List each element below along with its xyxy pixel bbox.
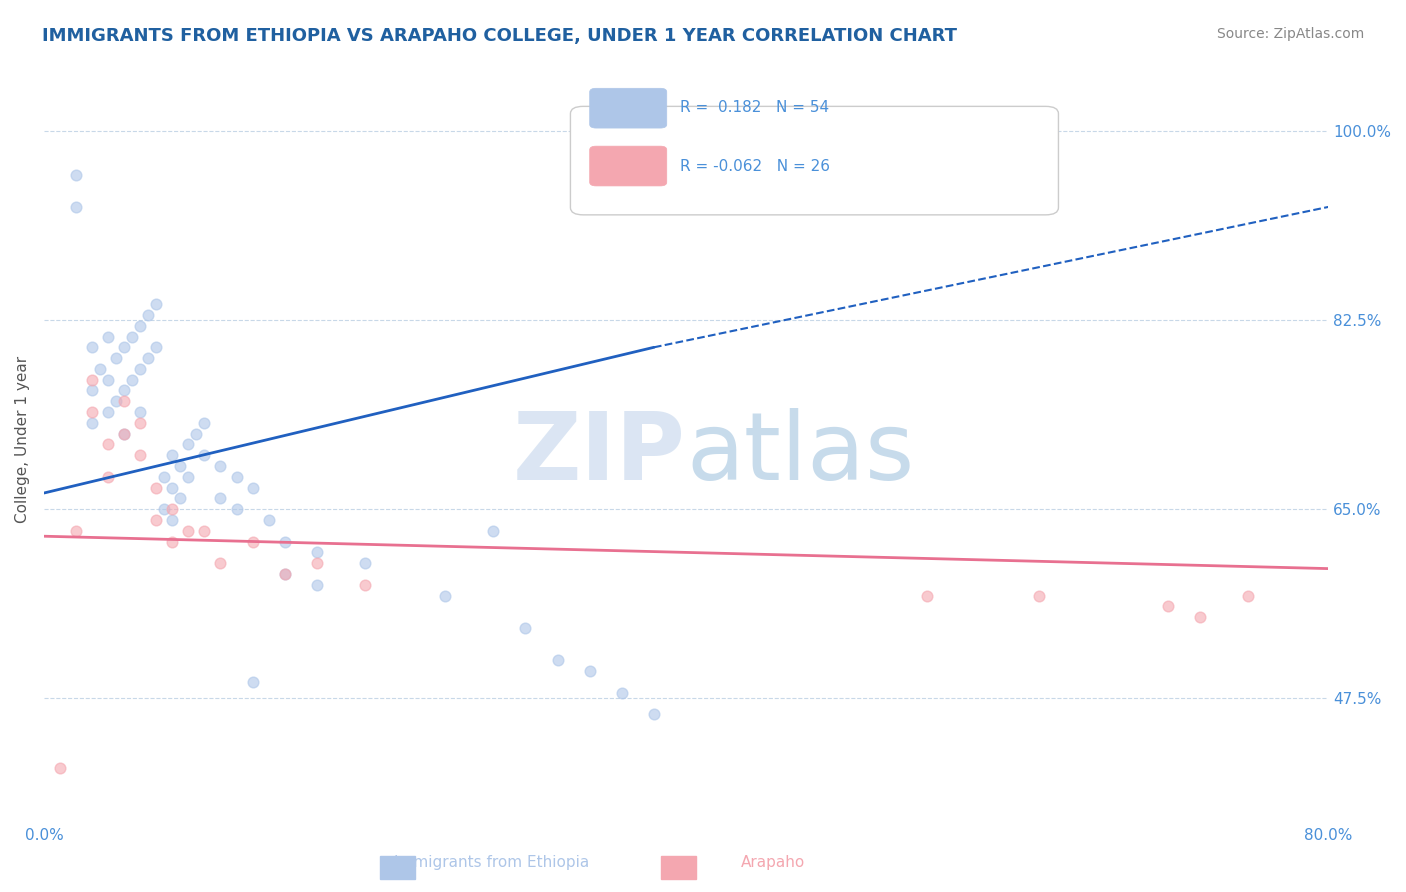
Text: Source: ZipAtlas.com: Source: ZipAtlas.com [1216,27,1364,41]
Point [112,340,135,354]
Point [80,384,103,398]
Point [177,470,200,484]
Text: Arapaho: Arapaho [741,855,806,870]
Point [65,200,87,214]
FancyBboxPatch shape [589,146,666,186]
Point [643,707,665,722]
Point [242,675,264,690]
Point [105,394,128,409]
Point [305,545,328,559]
Text: Immigrants from Ethiopia: Immigrants from Ethiopia [395,855,589,870]
Point [242,534,264,549]
Point [177,524,200,538]
Point [105,351,128,365]
Point [257,513,280,527]
Point [97,437,120,451]
Point [97,373,120,387]
Point [129,362,152,376]
Point [273,534,295,549]
Point [112,426,135,441]
Text: 80.0%: 80.0% [1303,828,1353,843]
Point [145,340,167,354]
Point [65,168,87,182]
Point [515,621,537,635]
Point [193,448,215,462]
FancyBboxPatch shape [589,88,666,128]
Text: R = -0.062   N = 26: R = -0.062 N = 26 [679,159,830,174]
Point [305,556,328,570]
Point [162,448,184,462]
Text: ZIP: ZIP [513,408,686,500]
Point [80,416,103,430]
Point [1188,610,1211,624]
Point [193,416,215,430]
Point [273,566,295,581]
Point [354,556,377,570]
Text: 0.0%: 0.0% [24,828,63,843]
Point [186,426,208,441]
Point [169,458,191,473]
Point [305,578,328,592]
Point [162,502,184,516]
Point [80,340,103,354]
Point [65,524,87,538]
Point [578,664,600,678]
Point [129,318,152,333]
Point [209,491,232,506]
Point [136,308,159,322]
Point [273,566,295,581]
Point [129,405,152,419]
Point [89,362,111,376]
FancyBboxPatch shape [571,106,1059,215]
Point [145,481,167,495]
Point [129,416,152,430]
Point [434,589,457,603]
Point [610,686,633,700]
Point [129,448,152,462]
Point [162,481,184,495]
Point [112,394,135,409]
Point [915,589,938,603]
Point [136,351,159,365]
Point [97,405,120,419]
Point [145,297,167,311]
Text: R =  0.182   N = 54: R = 0.182 N = 54 [679,100,828,115]
Point [209,458,232,473]
Point [162,534,184,549]
Point [112,426,135,441]
Y-axis label: College, Under 1 year: College, Under 1 year [15,356,30,523]
Point [153,470,176,484]
Point [121,329,143,343]
Point [121,373,143,387]
Point [1237,589,1260,603]
Point [354,578,377,592]
Point [112,384,135,398]
Point [153,502,176,516]
Point [482,524,505,538]
Point [97,470,120,484]
Point [80,405,103,419]
Point [169,491,191,506]
Point [177,437,200,451]
Text: atlas: atlas [686,408,914,500]
Point [193,524,215,538]
Point [162,513,184,527]
Text: IMMIGRANTS FROM ETHIOPIA VS ARAPAHO COLLEGE, UNDER 1 YEAR CORRELATION CHART: IMMIGRANTS FROM ETHIOPIA VS ARAPAHO COLL… [42,27,957,45]
Point [145,513,167,527]
Point [49,761,72,775]
Point [209,556,232,570]
Point [80,373,103,387]
Point [1156,599,1178,614]
Point [1028,589,1050,603]
Point [242,481,264,495]
Point [225,502,247,516]
Point [225,470,247,484]
Point [97,329,120,343]
Point [547,653,569,667]
